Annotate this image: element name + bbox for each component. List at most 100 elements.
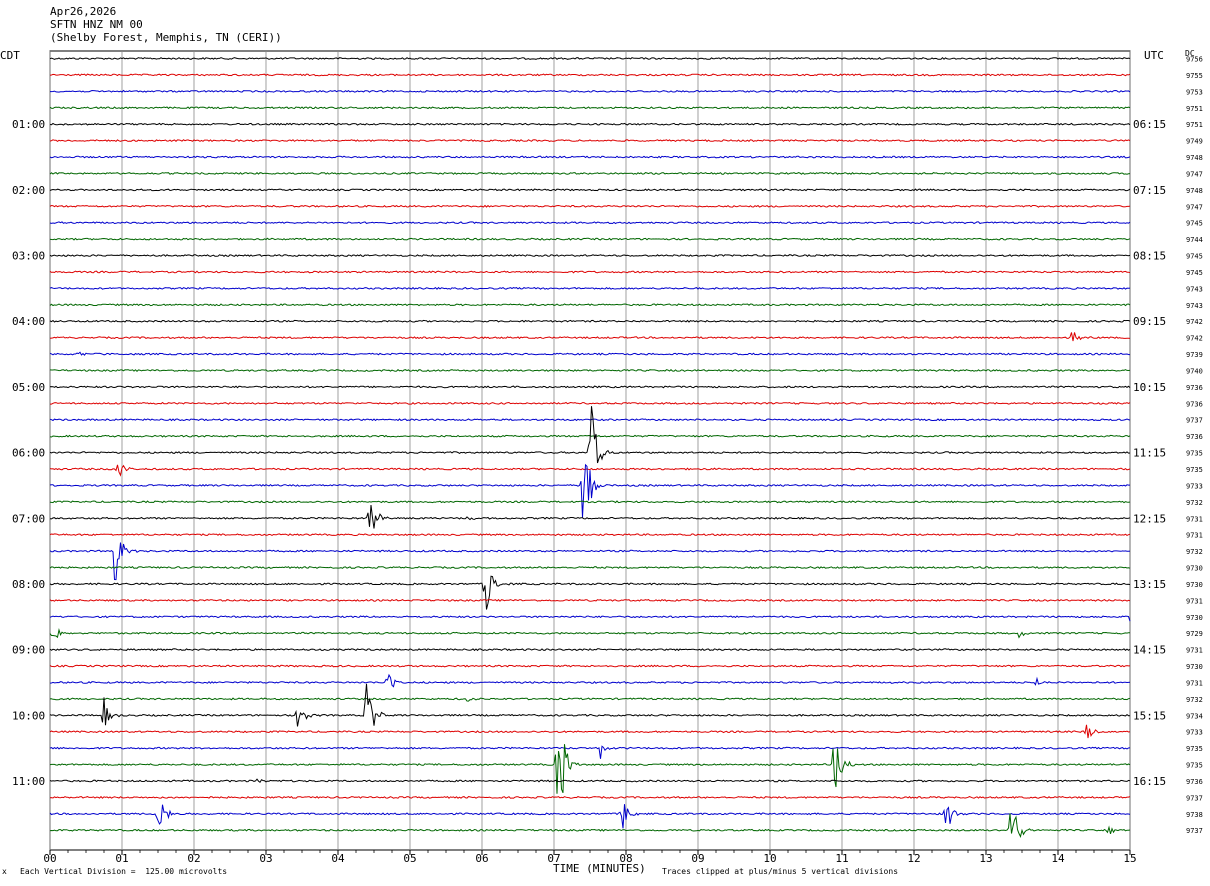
trace-row-45 <box>49 795 1131 799</box>
trace-row-40 <box>49 683 1131 727</box>
dc-offset-label: 9747 <box>1186 170 1203 178</box>
trace-row-21 <box>50 401 1131 405</box>
dc-offset-label: 9731 <box>1186 532 1203 540</box>
plot-frame <box>49 50 1131 851</box>
trace-row-6 <box>49 155 1131 159</box>
dc-offset-label: 9742 <box>1186 335 1203 343</box>
x-tick-label: 02 <box>187 852 200 865</box>
trace-row-20 <box>49 385 1131 389</box>
trace-row-13 <box>49 270 1131 274</box>
trace-row-19 <box>49 369 1131 372</box>
dc-offset-label: 9731 <box>1186 679 1203 687</box>
dc-offset-label: 9731 <box>1186 647 1203 655</box>
left-hour-label: 01:00 <box>12 118 45 131</box>
dc-offset-label: 9732 <box>1186 548 1203 556</box>
left-hour-label: 06:00 <box>12 447 45 460</box>
right-timezone-label: UTC <box>1144 49 1164 62</box>
dc-offset-label: 9731 <box>1186 515 1203 523</box>
trace-row-42 <box>49 745 1131 759</box>
dc-offset-label: 9731 <box>1186 597 1203 605</box>
trace-row-18 <box>49 351 1131 356</box>
trace-row-24 <box>49 406 1131 464</box>
trace-row-32 <box>49 575 1131 610</box>
header-site: (Shelby Forest, Memphis, TN (CERI)) <box>50 31 282 44</box>
trace-row-37 <box>49 664 1130 668</box>
dc-offset-label: 9737 <box>1186 417 1203 425</box>
left-hour-label: 03:00 <box>12 250 45 263</box>
dc-offset-label: 9744 <box>1186 236 1203 244</box>
x-tick-label: 10 <box>763 852 776 865</box>
left-hour-label: 05:00 <box>12 381 45 394</box>
dc-offset-label: 9737 <box>1186 794 1203 802</box>
dc-offset-label: 9749 <box>1186 138 1203 146</box>
right-hour-label: 06:15 <box>1133 118 1166 131</box>
trace-row-7 <box>49 171 1131 175</box>
dc-offset-label: 9736 <box>1186 384 1203 392</box>
left-timezone-label: CDT <box>0 49 20 62</box>
right-hour-label: 15:15 <box>1133 709 1166 722</box>
trace-row-15 <box>49 303 1131 307</box>
trace-row-11 <box>49 237 1131 241</box>
trace-row-22 <box>49 418 1131 422</box>
right-hour-label: 16:15 <box>1133 775 1166 788</box>
trace-row-27 <box>49 500 1131 504</box>
right-hour-label: 12:15 <box>1133 512 1166 525</box>
dc-offset-label: 9735 <box>1186 450 1203 458</box>
left-hour-label: 08:00 <box>12 578 45 591</box>
dc-offset-label: 9743 <box>1186 285 1203 293</box>
dc-offset-label: 9730 <box>1186 663 1203 671</box>
dc-offset-label: 9751 <box>1186 105 1203 113</box>
left-hour-label: 02:00 <box>12 184 45 197</box>
dc-offset-label: 9736 <box>1186 778 1203 786</box>
x-tick-label: 13 <box>979 852 992 865</box>
x-tick-label: 00 <box>43 852 56 865</box>
x-tick-label: 03 <box>259 852 272 865</box>
x-tick-label: 01 <box>115 852 128 865</box>
footer-clip: Traces clipped at plus/minus 5 vertical … <box>662 867 899 876</box>
trace-row-12 <box>49 254 1131 257</box>
trace-row-9 <box>49 204 1131 208</box>
x-tick-label: 11 <box>835 852 848 865</box>
dc-offset-label: 9745 <box>1186 253 1203 261</box>
dc-offset-label: 9730 <box>1186 614 1203 622</box>
trace-row-5 <box>49 139 1131 143</box>
dc-offset-label: 9733 <box>1186 482 1203 490</box>
x-tick-label: 09 <box>691 852 704 865</box>
dc-offset-label: 9745 <box>1186 220 1203 228</box>
dc-offset-label: 9747 <box>1186 203 1203 211</box>
dc-offset-label: 9734 <box>1186 712 1203 720</box>
dc-offset-label: 9729 <box>1186 630 1203 638</box>
trace-row-35 <box>49 628 1130 639</box>
right-hour-label: 11:15 <box>1133 447 1166 460</box>
footer-mark: x <box>2 867 7 876</box>
trace-row-16 <box>49 319 1131 323</box>
trace-row-29 <box>49 533 1131 537</box>
trace-row-0 <box>49 56 1131 60</box>
dc-offset-label: 9738 <box>1186 811 1203 819</box>
dc-offset-label: 9733 <box>1186 729 1203 737</box>
dc-offset-label: 9755 <box>1186 72 1203 80</box>
trace-row-4 <box>49 122 1131 126</box>
header-date: Apr26,2026 <box>50 5 117 18</box>
trace-row-8 <box>49 188 1131 192</box>
dc-offset-label: 9732 <box>1186 696 1203 704</box>
dc-column-label: DC <box>1185 49 1195 58</box>
left-hour-label: 04:00 <box>12 315 45 328</box>
trace-row-28 <box>49 504 1131 529</box>
dc-offset-label: 9751 <box>1186 121 1203 129</box>
right-hour-label: 08:15 <box>1133 250 1166 263</box>
dc-offset-label: 9739 <box>1186 351 1203 359</box>
right-hour-label: 14:15 <box>1133 644 1166 657</box>
dc-offset-label: 9735 <box>1186 762 1203 770</box>
dc-offset-label: 9736 <box>1186 400 1203 408</box>
x-tick-label: 06 <box>475 852 488 865</box>
dc-offset-label: 9745 <box>1186 269 1203 277</box>
trace-row-34 <box>49 615 1131 622</box>
left-hour-label: 10:00 <box>12 709 45 722</box>
trace-row-1 <box>49 73 1131 77</box>
dc-offset-label: 9735 <box>1186 745 1203 753</box>
x-tick-label: 05 <box>403 852 416 865</box>
x-tick-label: 15 <box>1123 852 1136 865</box>
trace-row-36 <box>49 648 1131 652</box>
trace-row-47 <box>49 813 1131 838</box>
